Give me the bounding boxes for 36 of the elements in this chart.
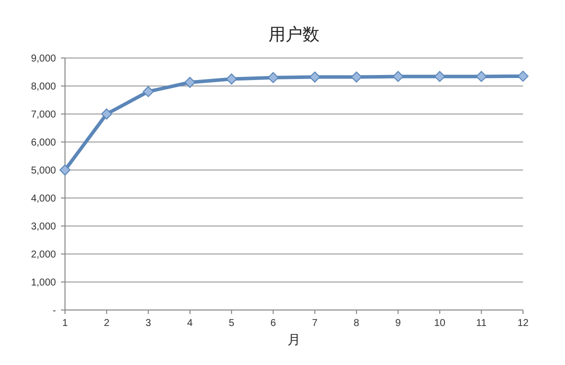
x-tick-label: 7 [312, 318, 318, 329]
point [392, 70, 404, 82]
point [184, 76, 196, 88]
y-tick-label: 9,000 [30, 54, 56, 64]
x-tick-label: 6 [270, 318, 276, 329]
y-tick-label: 4,000 [30, 194, 56, 204]
y-tick-label: 2,000 [30, 250, 56, 260]
point [476, 70, 487, 82]
x-tick-label: 2 [104, 318, 110, 329]
x-tick-label: 12 [517, 318, 529, 329]
point [434, 70, 446, 82]
x-tick-label: 10 [434, 318, 446, 329]
y-tick-label: 1,000 [30, 278, 56, 288]
x-tick-label: 5 [228, 318, 235, 329]
x-tick-label: 4 [187, 318, 194, 329]
y-tick-label: 7,000 [30, 110, 56, 120]
y-tick-label: 5,000 [30, 166, 56, 176]
y-tick-label: 6,000 [30, 138, 56, 148]
x-tick-label: 1 [62, 318, 68, 329]
point [226, 74, 238, 84]
point [309, 72, 320, 83]
point [268, 72, 279, 84]
x-tick-label: 11 [476, 318, 487, 329]
point [350, 72, 362, 83]
chart-title: 用户数 [268, 25, 320, 44]
point [142, 86, 154, 98]
x-tick-label: 8 [354, 318, 360, 329]
y-tick-label: 3,000 [30, 222, 56, 232]
y-tick-label: - [52, 306, 56, 316]
point [101, 108, 112, 120]
y-tick-label: 8,000 [30, 82, 56, 92]
point [60, 164, 70, 176]
x-tick-label: 9 [395, 318, 402, 329]
x-tick-label: 3 [145, 318, 152, 329]
x-axis-title: 月 [288, 332, 300, 347]
point [518, 70, 528, 82]
